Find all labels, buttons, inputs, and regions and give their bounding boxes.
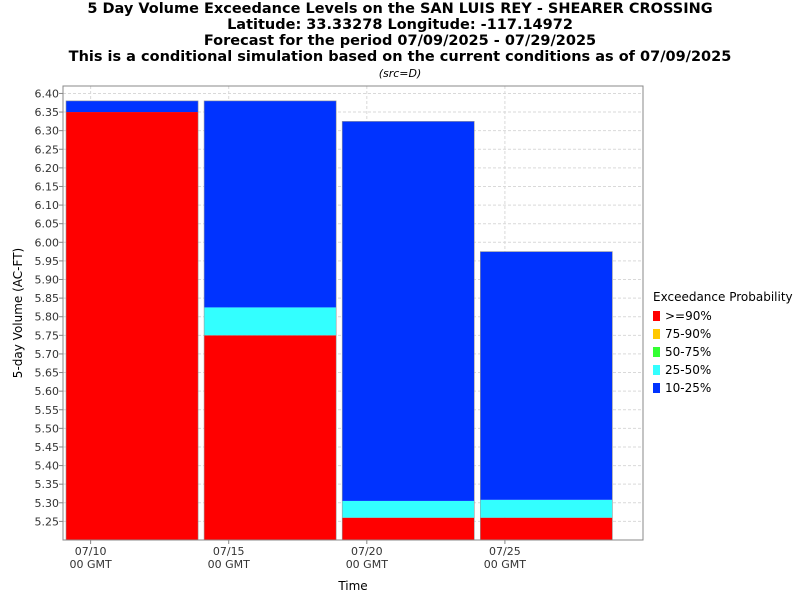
legend-item: 25-50%: [653, 361, 793, 379]
y-tick-label: 5.75: [35, 329, 60, 342]
chart-subtitle: (src=D): [378, 67, 422, 80]
bar-segment-2-1: [342, 500, 475, 518]
bar-segment-1-1: [204, 307, 337, 336]
bar-segment-3-0: [480, 517, 613, 540]
legend-swatch: [653, 347, 660, 357]
legend-swatch: [653, 311, 660, 321]
title-line-4: This is a conditional simulation based o…: [68, 49, 732, 65]
y-tick-label: 6.25: [35, 143, 60, 156]
x-tick-sublabel: 00 GMT: [346, 558, 389, 571]
legend-label: 25-50%: [665, 363, 712, 377]
y-tick-label: 6.15: [35, 180, 60, 193]
y-tick-label: 5.95: [35, 255, 60, 268]
legend-label: >=90%: [665, 309, 712, 323]
y-tick-label: 5.60: [35, 385, 60, 398]
title-line-3: Forecast for the period 07/09/2025 - 07/…: [203, 33, 597, 49]
bar-segment-0-0: [66, 112, 199, 540]
y-tick-label: 5.90: [35, 274, 60, 287]
legend-swatch: [653, 329, 660, 339]
y-tick-label: 6.35: [35, 106, 60, 119]
y-tick-label: 6.20: [35, 162, 60, 175]
y-tick-label: 5.80: [35, 311, 60, 324]
y-tick-label: 5.85: [35, 292, 60, 305]
x-tick-label: 07/10: [75, 545, 107, 558]
bar-segment-3-1: [480, 499, 613, 518]
y-tick-label: 5.45: [35, 441, 60, 454]
y-tick-label: 5.55: [35, 404, 60, 417]
legend-label: 50-75%: [665, 345, 712, 359]
x-axis-label: Time: [337, 579, 367, 593]
y-tick-label: 5.35: [35, 478, 60, 491]
y-tick-label: 6.10: [35, 199, 60, 212]
bar-segment-0-1: [66, 100, 199, 113]
x-tick-sublabel: 00 GMT: [484, 558, 527, 571]
bar-segment-3-2: [480, 251, 613, 500]
chart-title: 5 Day Volume Exceedance Levels on the SA…: [0, 1, 800, 81]
bar-segment-1-0: [204, 335, 337, 540]
y-tick-label: 5.65: [35, 367, 60, 380]
x-tick-label: 07/25: [489, 545, 521, 558]
bar-segment-2-0: [342, 517, 475, 540]
y-tick-label: 6.30: [35, 125, 60, 138]
legend-item: 50-75%: [653, 343, 793, 361]
x-tick-sublabel: 00 GMT: [70, 558, 113, 571]
legend-label: 10-25%: [665, 381, 712, 395]
title-line-1: 5 Day Volume Exceedance Levels on the SA…: [87, 1, 713, 17]
legend-swatch: [653, 383, 660, 393]
legend-title: Exceedance Probability: [653, 290, 793, 304]
y-tick-label: 6.00: [35, 236, 60, 249]
legend-item: 75-90%: [653, 325, 793, 343]
legend: Exceedance Probability >=90% 75-90% 50-75%…: [653, 289, 793, 397]
title-line-2: Latitude: 33.33278 Longitude: -117.14972: [227, 17, 573, 33]
x-tick-label: 07/20: [351, 545, 383, 558]
legend-item: 10-25%: [653, 379, 793, 397]
legend-label: 75-90%: [665, 327, 712, 341]
y-axis-label: 5-day Volume (AC-FT): [11, 248, 25, 378]
legend-items: >=90% 75-90% 50-75% 25-50% 10-25%: [653, 307, 793, 397]
plot-border: [62, 85, 644, 541]
y-tick-label: 5.70: [35, 348, 60, 361]
y-tick-label: 6.40: [35, 87, 60, 100]
y-tick-label: 5.40: [35, 460, 60, 473]
bar-segment-2-2: [342, 121, 475, 501]
x-tick-sublabel: 00 GMT: [208, 558, 251, 571]
y-tick-label: 5.25: [35, 515, 60, 528]
legend-swatch: [653, 365, 660, 375]
legend-item: >=90%: [653, 307, 793, 325]
bar-segment-1-2: [204, 100, 337, 308]
x-tick-label: 07/15: [213, 545, 245, 558]
y-tick-label: 5.50: [35, 422, 60, 435]
y-tick-label: 6.05: [35, 218, 60, 231]
y-tick-label: 5.30: [35, 497, 60, 510]
